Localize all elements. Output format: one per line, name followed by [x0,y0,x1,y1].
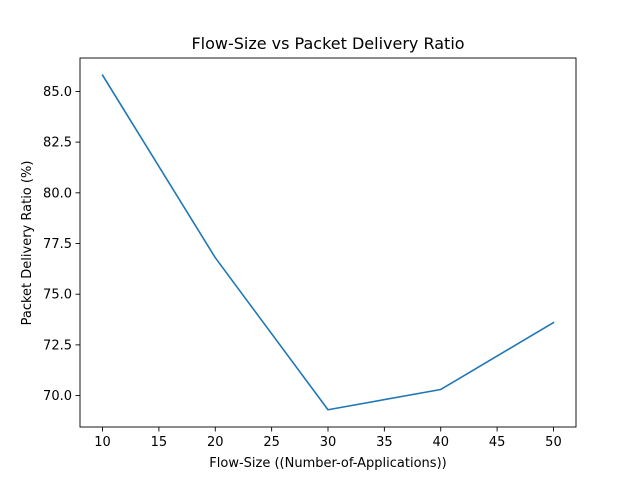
y-tick-label: 82.5 [43,136,72,151]
x-axis-label: Flow-Size ((Number-of-Applications)) [209,456,446,471]
x-tick-label: 45 [489,435,506,450]
series-line-0 [101,74,555,411]
x-tick-label: 20 [207,435,224,450]
x-tick-label: 15 [151,435,168,450]
chart-title: Flow-Size vs Packet Delivery Ratio [191,34,464,53]
y-tick-label: 80.0 [43,186,72,201]
y-tick-label: 70.0 [43,389,72,404]
y-tick-label: 75.0 [43,288,72,303]
x-tick-label: 35 [376,435,393,450]
x-tick-label: 30 [320,435,337,450]
y-tick-label: 85.0 [43,85,72,100]
x-tick-label: 25 [263,435,280,450]
x-tick-label: 50 [545,435,562,450]
axis-ticks: 10 15 20 25 30 35 40 45 50 70.0 72.5 75.0 77.5 80.0 82… [43,85,562,450]
y-tick-label: 77.5 [43,237,72,252]
y-tick-label: 72.5 [43,338,72,353]
y-axis-label: Packet Delivery Ratio (%) [20,161,35,326]
x-tick-label: 40 [432,435,449,450]
x-tick-label: 10 [94,435,111,450]
